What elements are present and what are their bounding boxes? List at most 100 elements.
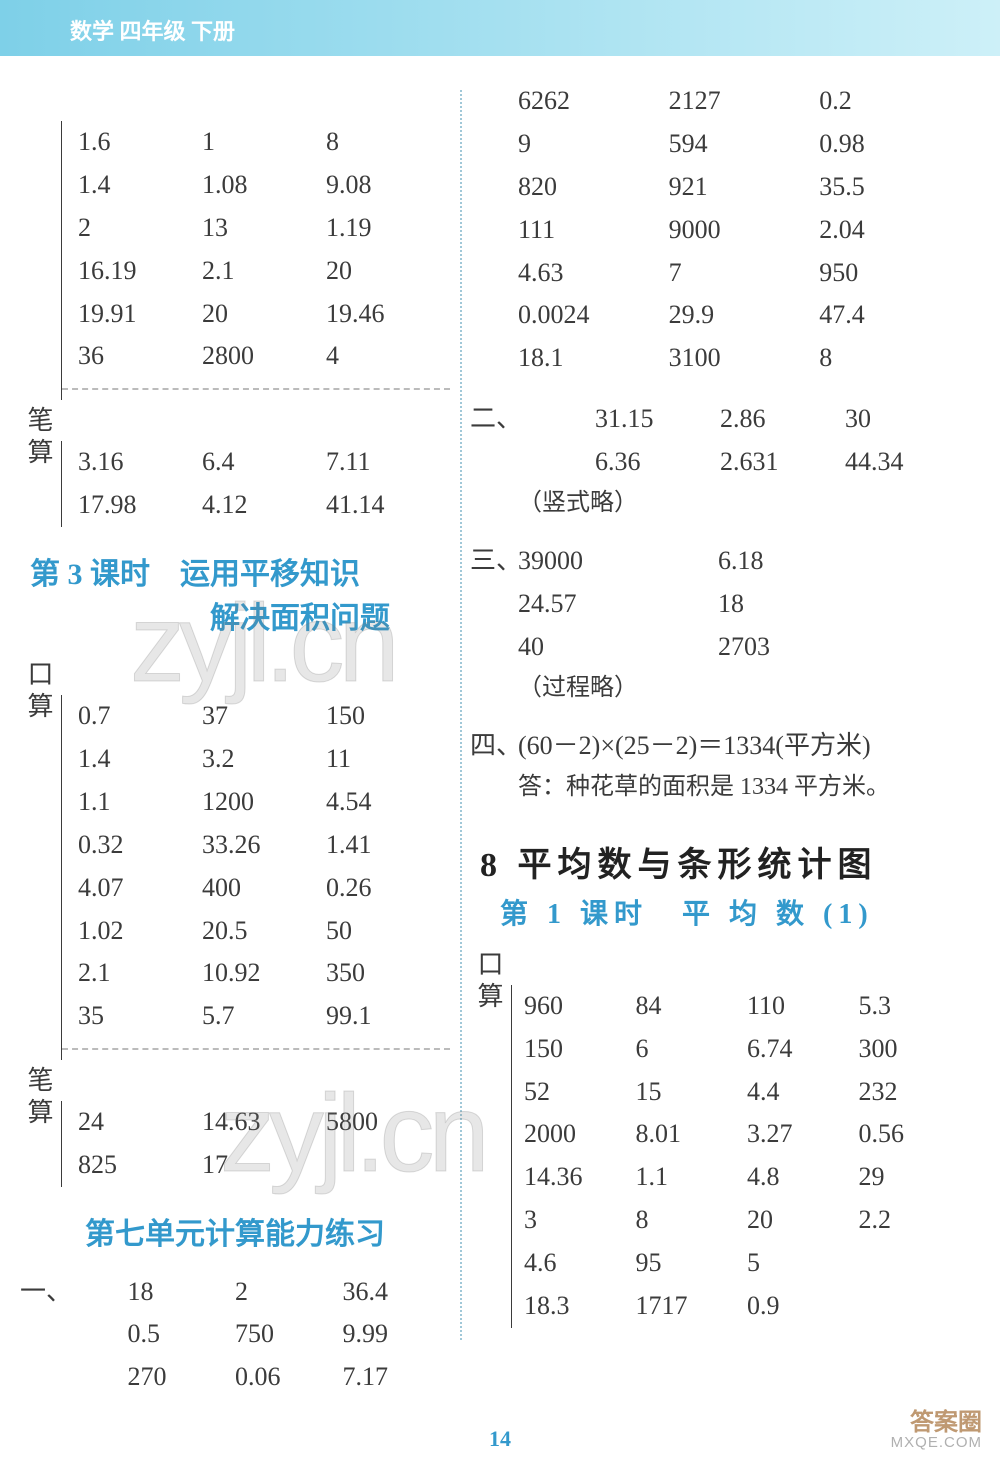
table-cell: 9.99 xyxy=(343,1313,451,1356)
table-cell: 4.8 xyxy=(747,1156,859,1199)
left-heading-1b: 解决面积问题 xyxy=(30,597,450,641)
table-row: 1.112004.54 xyxy=(62,781,450,824)
table-cell: 1.4 xyxy=(78,738,202,781)
sec2-note: （竖式略） xyxy=(518,484,970,522)
left-block-2b: 笔算 2414.63580082517 xyxy=(20,1060,450,1187)
table-cell: 4 xyxy=(326,335,450,378)
table-cell: 3.27 xyxy=(747,1113,859,1156)
table-cell: 1.6 xyxy=(78,121,202,164)
table-cell: 4.07 xyxy=(78,867,202,910)
sec4-marker: 四、 xyxy=(470,725,518,768)
table-cell: 20.5 xyxy=(202,910,326,953)
sec4-expr: (60－2)×(25－2)＝1334(平方米) xyxy=(518,725,970,768)
table-cell: 8.01 xyxy=(636,1113,748,1156)
left-block-1-cells: 1.6181.41.089.082131.1916.192.12019.9120… xyxy=(61,121,450,400)
table-cell: 1.08 xyxy=(202,164,326,207)
row-marker xyxy=(20,1313,128,1356)
table-cell: 14.63 xyxy=(202,1101,326,1144)
table-cell: 2.631 xyxy=(720,441,845,484)
table-cell: 111 xyxy=(518,209,669,252)
table-cell: 19.46 xyxy=(326,293,450,336)
table-cell: 36 xyxy=(78,335,202,378)
table-row: 一、18236.4 xyxy=(20,1271,450,1314)
table-row: 2131.19 xyxy=(62,207,450,250)
table-cell: 950 xyxy=(819,252,970,295)
table-cell: 14.36 xyxy=(524,1156,636,1199)
table-cell: 1717 xyxy=(636,1285,748,1328)
table-row: 0.3233.261.41 xyxy=(62,824,450,867)
table-cell: 11 xyxy=(326,738,450,781)
table-cell: 31.15 xyxy=(595,398,720,441)
table-cell: 594 xyxy=(669,123,820,166)
table-cell: 52 xyxy=(524,1071,636,1114)
table-cell: 2.04 xyxy=(819,209,970,252)
table-cell: 4.63 xyxy=(518,252,669,295)
table-cell: 99.1 xyxy=(326,995,450,1038)
table-cell: 110 xyxy=(747,985,859,1028)
table-cell xyxy=(326,1144,450,1187)
table-cell: 0.2 xyxy=(819,80,970,123)
table-cell: 40 xyxy=(518,626,718,669)
table-row: 1.0220.550 xyxy=(62,910,450,953)
table-cell: 3100 xyxy=(669,337,820,380)
table-row: 24.5718 xyxy=(470,583,970,626)
table-row: 6.362.63144.34 xyxy=(470,441,970,484)
table-cell: 2800 xyxy=(202,335,326,378)
table-cell: 30 xyxy=(845,398,970,441)
table-cell: 820 xyxy=(518,166,669,209)
table-cell: 0.26 xyxy=(326,867,450,910)
table-cell: 1.41 xyxy=(326,824,450,867)
table-cell: 9.08 xyxy=(326,164,450,207)
table-cell: 16.19 xyxy=(78,250,202,293)
table-cell: 47.4 xyxy=(819,294,970,337)
top-banner: 数学 四年级 下册 xyxy=(0,0,1000,56)
table-cell: 18 xyxy=(128,1271,236,1314)
row-marker: 一、 xyxy=(20,1271,128,1314)
table-row: 16.192.120 xyxy=(62,250,450,293)
table-cell: 37 xyxy=(202,695,326,738)
table-cell: 2.2 xyxy=(859,1199,971,1242)
table-cell: 1.02 xyxy=(78,910,202,953)
table-cell: 2.86 xyxy=(720,398,845,441)
right-sec-3: 三、390006.1824.5718402703 （过程略） xyxy=(470,540,970,707)
left-block-1b-cells: 3.166.47.1117.984.1241.14 xyxy=(61,441,450,527)
page-content: 口算 1.6181.41.089.082131.1916.192.12019.9… xyxy=(0,80,1000,1417)
table-cell: 750 xyxy=(235,1313,343,1356)
table-cell: 24.57 xyxy=(518,583,718,626)
side-label-kousuan-r: 口算 xyxy=(470,944,511,1014)
table-cell: 10.92 xyxy=(202,952,326,995)
row-marker xyxy=(470,441,595,484)
table-cell: 36.4 xyxy=(343,1271,451,1314)
table-cell: 2 xyxy=(235,1271,343,1314)
table-cell: 6262 xyxy=(518,80,669,123)
table-cell: 95 xyxy=(636,1242,748,1285)
row-marker xyxy=(470,626,518,669)
table-cell: 20 xyxy=(747,1199,859,1242)
table-cell: 0.98 xyxy=(819,123,970,166)
table-cell: 3.2 xyxy=(202,738,326,781)
table-cell: 29.9 xyxy=(669,294,820,337)
table-row: 2700.067.17 xyxy=(20,1356,450,1399)
table-cell: 4.6 xyxy=(524,1242,636,1285)
table-cell: 0.56 xyxy=(859,1113,971,1156)
table-cell: 41.14 xyxy=(326,484,450,527)
right-sec-4: 四、(60－2)×(25－2)＝1334(平方米) 答：种花草的面积是 1334… xyxy=(470,725,970,806)
right-heading-big: 8 平均数与条形统计图 xyxy=(480,837,970,886)
left-block-2b-cells: 2414.63580082517 xyxy=(61,1101,450,1187)
table-cell: 6.36 xyxy=(595,441,720,484)
footer-logo: 答案圈 MXQE.COM xyxy=(891,1411,982,1450)
table-cell: 13 xyxy=(202,207,326,250)
table-cell: 0.9 xyxy=(747,1285,859,1328)
table-cell: 2127 xyxy=(669,80,820,123)
table-row: 4.074000.26 xyxy=(62,867,450,910)
table-cell: 50 xyxy=(326,910,450,953)
table-cell: 2 xyxy=(78,207,202,250)
table-cell: 270 xyxy=(128,1356,236,1399)
table-cell: 6.18 xyxy=(718,540,918,583)
table-cell: 1.1 xyxy=(78,781,202,824)
table-row: 82517 xyxy=(62,1144,450,1187)
table-cell: 15 xyxy=(636,1071,748,1114)
left-block-1: 口算 1.6181.41.089.082131.1916.192.12019.9… xyxy=(20,80,450,400)
row-marker: 二、 xyxy=(470,398,595,441)
sec4-answer: 答：种花草的面积是 1334 平方米。 xyxy=(518,768,970,806)
